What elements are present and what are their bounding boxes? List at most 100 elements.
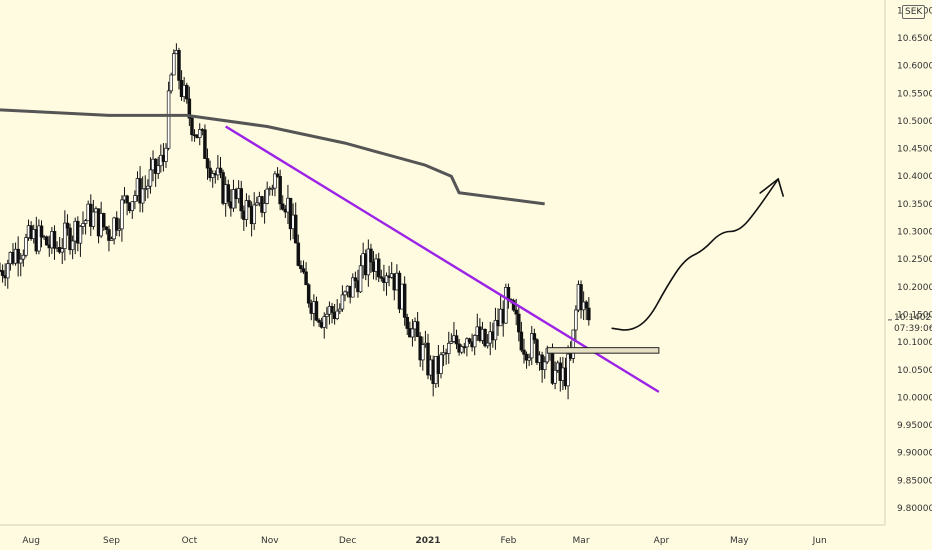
x-tick-label: May [730,536,749,546]
candle-down [519,331,524,351]
candle-up [252,204,256,225]
candle-down [376,258,381,278]
candle-down [16,248,20,264]
candle-up [19,258,23,264]
candle-up [91,211,96,227]
candle-down [185,84,189,100]
candle-up [78,226,83,244]
candle-down [218,167,223,173]
candle-up [140,188,145,204]
candle-up [343,291,347,296]
y-tick-label: 10.00000 [897,393,932,403]
y-tick-label: 10.60000 [897,62,932,72]
x-tick-label: Dec [339,536,356,546]
candle-up [164,147,168,162]
y-tick-label: 10.40000 [897,172,932,182]
candle-up [169,74,173,92]
candle-down [226,184,231,203]
candle-down [102,213,106,228]
countdown-value: 07:39:06 [894,324,932,334]
candle-up [439,354,443,374]
candle-down [353,277,358,281]
x-tick-label: 2021 [415,536,440,546]
candle-down [454,335,459,345]
candle-down [369,248,373,263]
candle-up [63,222,67,249]
candle-up [146,185,150,190]
candle-up [338,308,342,312]
x-tick-label: Oct [182,536,198,546]
candle-down [208,167,212,178]
y-tick-label: 10.10000 [897,338,932,348]
y-tick-label: 10.55000 [897,89,932,99]
candle-down [402,283,407,318]
x-tick-label: Nov [261,536,279,546]
candle-down [584,301,588,309]
candle-up [270,187,275,190]
candle-down [278,176,282,205]
y-tick-label: 10.05000 [897,366,932,376]
candle-up [156,165,160,174]
candle-down [187,98,192,119]
projection-arrowhead [759,177,784,197]
candle-down [524,353,529,361]
candle-up [325,313,329,317]
y-tick-label: 10.50000 [897,117,932,127]
candle-up [340,294,345,310]
support-zone [546,347,660,354]
candle-down [506,287,511,300]
candle-up [83,220,88,224]
candle-down [517,313,521,333]
candle-up [410,328,415,338]
candle-up [81,223,85,227]
y-tick-label: 10.65000 [897,34,932,44]
candle-up [262,203,267,213]
y-tick-label: 10.15000 [897,310,932,320]
candle-down [330,306,334,313]
candle-up [197,129,202,138]
candle-up [335,310,339,319]
candle-up [143,188,148,191]
y-tick-label: 10.45000 [897,145,932,155]
candle-up [265,188,269,204]
candle-up [449,341,454,344]
x-tick-label: Mar [573,536,590,546]
candle-down [239,188,243,212]
candle-down [511,300,516,311]
candle-up [166,90,171,149]
candle-up [351,277,355,298]
candle-up [459,346,464,353]
candle-up [148,169,153,187]
candle-down [522,349,526,355]
candle-up [542,361,547,371]
candle-up [322,316,326,328]
candle-up [566,353,570,387]
candle-up [117,228,122,231]
x-tick-label: Jun [812,536,827,546]
candle-up [527,357,531,361]
candle-down [304,271,308,286]
y-tick-label: 9.80000 [897,504,932,514]
candle-down [426,342,430,376]
candle-down [44,236,49,246]
currency-badge[interactable]: SEK [902,5,926,19]
candle-down [205,158,210,169]
candle-up [504,287,508,324]
candle-up [109,238,114,241]
candle-down [467,338,472,343]
candle-up [571,329,576,359]
candle-up [421,344,425,361]
candle-down [535,339,539,363]
candle-up [133,195,137,203]
candle-down [293,214,298,244]
candle-up [37,225,41,252]
candle-down [39,225,44,238]
candle-down [52,231,57,249]
candle-up [60,248,65,253]
candle-up [6,263,10,279]
candle-down [125,195,129,204]
y-tick-label: 9.95000 [897,421,932,431]
